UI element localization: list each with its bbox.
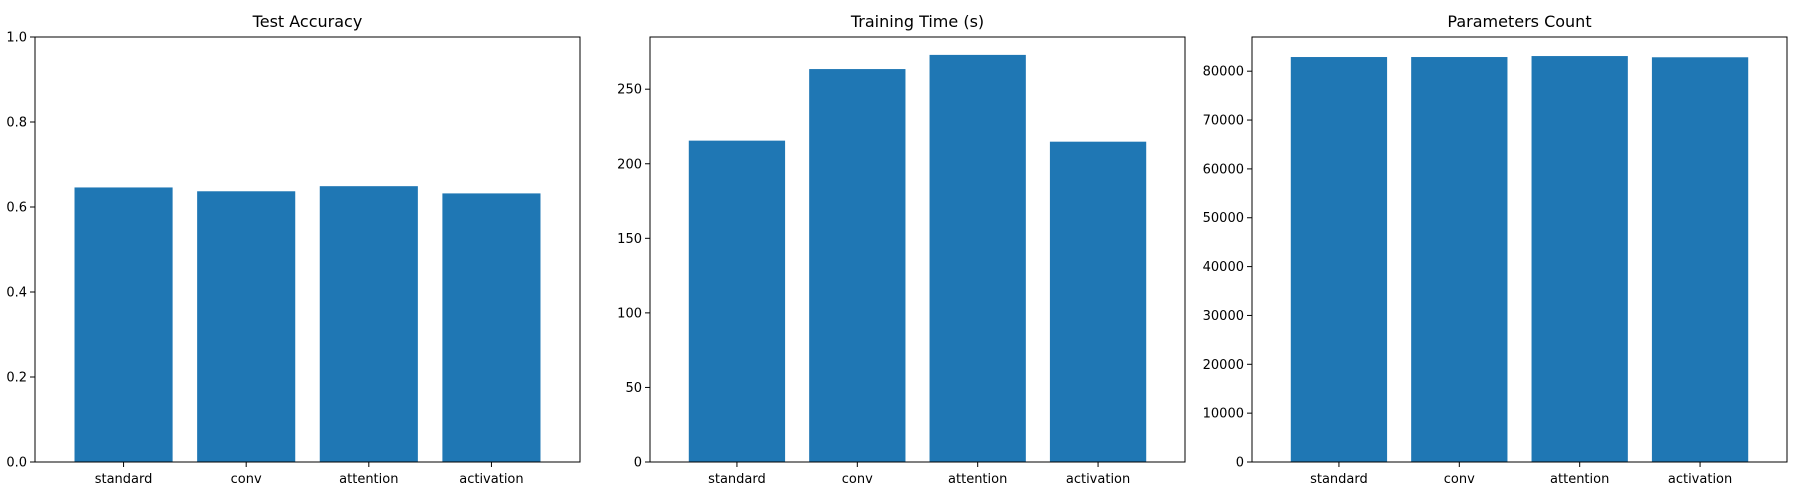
x-tick-label: activation — [459, 472, 523, 487]
y-tick-label: 60000 — [1203, 162, 1244, 177]
y-tick-label: 0.4 — [6, 286, 27, 301]
x-tick-label: conv — [842, 472, 873, 487]
y-tick-label: 150 — [617, 232, 642, 247]
x-tick-label: attention — [1550, 472, 1609, 487]
bar-conv — [197, 191, 296, 462]
y-tick-label: 30000 — [1203, 309, 1244, 324]
bar-conv — [809, 69, 906, 462]
bar-attention — [929, 54, 1026, 462]
chart-training-time: Training Time (s) 0 50 100 150 200 250 standa… — [617, 12, 1186, 487]
axes-frame — [649, 36, 1186, 463]
x-tick-label: attention — [339, 472, 398, 487]
y-tick-label: 50 — [625, 381, 642, 396]
x-tick-label: activation — [1668, 472, 1732, 487]
y-tick-label: 200 — [617, 157, 642, 172]
x-tick-label: standard — [95, 472, 153, 487]
bar-standard — [1290, 57, 1388, 462]
y-tick-label: 50000 — [1203, 211, 1244, 226]
axes-frame — [34, 36, 581, 463]
y-tick-label: 0 — [634, 456, 642, 471]
y-tick-label: 0.6 — [6, 201, 27, 216]
chart-title: Parameters Count — [1447, 12, 1591, 31]
bar-standard — [74, 187, 173, 462]
y-tick-label: 70000 — [1203, 114, 1244, 129]
y-tick-label: 0.8 — [6, 116, 27, 131]
y-tick-label: 20000 — [1203, 358, 1244, 373]
x-tick-label: activation — [1066, 472, 1130, 487]
bar-activation — [442, 193, 541, 462]
bar-standard — [688, 140, 786, 462]
y-tick-label: 10000 — [1203, 407, 1244, 422]
chart-title: Test Accuracy — [252, 12, 363, 31]
x-tick-label: conv — [231, 472, 262, 487]
x-tick-label: attention — [948, 472, 1007, 487]
y-tick-label: 100 — [617, 306, 642, 321]
x-tick-label: standard — [1310, 472, 1368, 487]
bar-activation — [1651, 57, 1749, 463]
y-tick-label: 0.2 — [6, 371, 27, 386]
y-tick-label: 1.0 — [6, 31, 27, 46]
x-tick-label: conv — [1444, 472, 1475, 487]
chart-parameters-count: Parameters Count 0 10000 20000 30000 40000 50… — [1203, 12, 1788, 487]
chart-title: Training Time (s) — [850, 12, 984, 31]
bar-activation — [1049, 141, 1147, 462]
bar-attention — [1531, 56, 1628, 462]
y-tick-label: 250 — [617, 83, 642, 98]
y-tick-label: 0 — [1236, 456, 1244, 471]
y-tick-label: 0.0 — [6, 456, 27, 471]
x-tick-label: standard — [708, 472, 766, 487]
y-tick-label: 40000 — [1203, 260, 1244, 275]
y-tick-label: 80000 — [1203, 65, 1244, 80]
axes-frame — [1251, 36, 1788, 463]
bar-conv — [1411, 57, 1508, 462]
bar-attention — [319, 186, 418, 463]
chart-test-accuracy: Test Accuracy 0.0 0.2 0.4 0.6 0.8 1.0 standar… — [6, 12, 581, 487]
